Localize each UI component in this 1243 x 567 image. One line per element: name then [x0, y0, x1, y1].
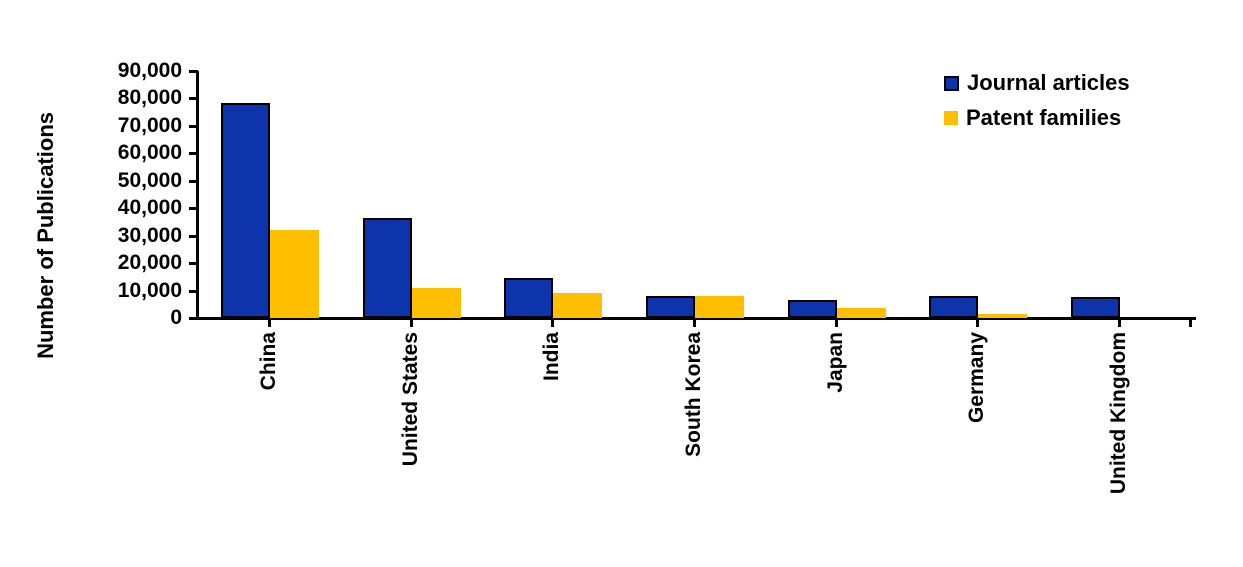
x-axis-label-south-korea: South Korea	[680, 332, 708, 457]
journal-articles-swatch-icon	[944, 75, 959, 91]
x-axis-label-united-kingdom: United Kingdom	[1105, 332, 1133, 494]
x-axis-label-india: India	[538, 332, 566, 381]
legend-item-patent-families: Patent families	[944, 105, 1130, 131]
y-tick-mark	[189, 207, 198, 211]
x-axis-label-text: Germany	[965, 332, 989, 424]
y-tick-label: 40,000	[117, 196, 182, 220]
x-tick-mark	[409, 318, 413, 327]
bar-china-patent-families	[269, 230, 319, 318]
bar-germany-patent-families	[978, 314, 1028, 318]
x-axis-label-text: Japan	[823, 332, 847, 393]
y-tick-label: 60,000	[117, 141, 182, 165]
y-tick-label: 70,000	[117, 113, 182, 137]
bar-united-states-journal-articles	[362, 218, 412, 318]
x-tick-mark	[976, 318, 980, 327]
x-axis-label-text: South Korea	[682, 332, 705, 457]
x-axis-end-tick-mark	[1189, 318, 1192, 327]
x-tick-mark	[551, 318, 555, 327]
bar-germany-journal-articles	[929, 296, 979, 318]
legend: Journal articles Patent families	[944, 70, 1130, 140]
x-axis-label-text: United Kingdom	[1107, 332, 1131, 495]
y-tick-mark	[189, 262, 198, 266]
bar-united-kingdom-journal-articles	[1071, 297, 1121, 318]
bar-united-states-patent-families	[411, 288, 461, 318]
y-axis-line	[196, 71, 199, 320]
y-tick-mark	[189, 152, 198, 156]
y-tick-mark	[189, 234, 198, 238]
y-tick-mark	[189, 179, 198, 183]
y-tick-label: 90,000	[117, 59, 182, 82]
bar-japan-patent-families	[836, 308, 886, 318]
x-axis-label-germany: Germany	[963, 332, 991, 423]
x-axis-line	[196, 317, 1196, 320]
x-axis-label-text: India	[540, 332, 564, 382]
legend-item-journal-articles: Journal articles	[944, 70, 1130, 96]
bar-india-journal-articles	[504, 278, 554, 318]
x-axis-label-united-states: United States	[397, 332, 425, 466]
x-axis-label-china: China	[255, 332, 283, 390]
x-tick-mark	[693, 318, 696, 327]
y-tick-label: 80,000	[117, 86, 182, 110]
x-axis-label-japan: Japan	[822, 332, 850, 393]
y-tick-label: 50,000	[117, 168, 182, 192]
legend-label-journal-articles: Journal articles	[967, 70, 1130, 95]
y-tick-label: 20,000	[117, 251, 182, 275]
y-tick-mark	[189, 317, 198, 320]
y-tick-mark	[189, 97, 198, 101]
x-tick-mark	[1118, 318, 1122, 327]
bar-south-korea-patent-families	[695, 296, 744, 318]
patent-families-swatch-icon	[944, 111, 958, 125]
bar-south-korea-journal-articles	[646, 296, 695, 318]
y-tick-label: 0	[170, 306, 182, 329]
y-tick-label: 30,000	[117, 223, 182, 247]
y-tick-mark	[189, 124, 198, 128]
bar-japan-journal-articles	[787, 300, 837, 318]
x-axis-label-text: China	[256, 332, 280, 391]
bar-china-journal-articles	[220, 103, 270, 318]
x-axis-label-text: United States	[398, 332, 422, 467]
x-tick-mark	[267, 318, 271, 327]
bar-india-patent-families	[553, 293, 603, 318]
y-tick-mark	[189, 289, 198, 293]
y-tick-mark	[189, 70, 198, 73]
y-tick-label: 10,000	[117, 278, 182, 302]
x-tick-mark	[834, 318, 838, 327]
legend-label-patent-families: Patent families	[966, 105, 1122, 130]
